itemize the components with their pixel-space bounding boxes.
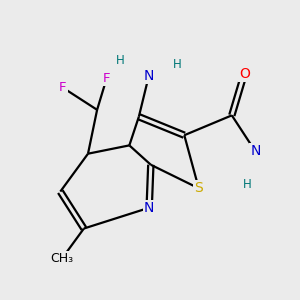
Text: H: H — [172, 58, 181, 71]
Text: F: F — [59, 81, 67, 94]
Text: F: F — [103, 72, 110, 85]
Text: N: N — [250, 144, 261, 158]
Text: O: O — [239, 67, 250, 81]
Text: H: H — [116, 54, 125, 68]
Text: CH₃: CH₃ — [50, 252, 74, 265]
Text: H: H — [243, 178, 251, 191]
Text: N: N — [144, 201, 154, 215]
Text: S: S — [194, 181, 203, 195]
Text: N: N — [144, 69, 154, 83]
